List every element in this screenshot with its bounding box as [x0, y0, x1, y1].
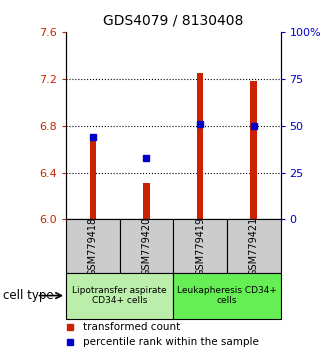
Text: percentile rank within the sample: percentile rank within the sample [83, 337, 259, 348]
Bar [227, 219, 280, 273]
Bar [143, 183, 150, 219]
Bar [66, 219, 120, 273]
Text: GSM779421: GSM779421 [249, 216, 259, 276]
Text: Leukapheresis CD34+
cells: Leukapheresis CD34+ cells [177, 286, 277, 305]
Title: GDS4079 / 8130408: GDS4079 / 8130408 [103, 14, 244, 28]
Bar [173, 273, 280, 319]
Bar [250, 81, 257, 219]
Bar [197, 73, 203, 219]
Text: cell type: cell type [3, 289, 54, 302]
Text: GSM779419: GSM779419 [195, 216, 205, 276]
Text: GSM779418: GSM779418 [88, 216, 98, 276]
Bar [173, 219, 227, 273]
Bar [120, 219, 173, 273]
Bar [90, 134, 96, 219]
Text: GSM779420: GSM779420 [142, 216, 151, 276]
Text: transformed count: transformed count [83, 321, 181, 332]
Bar [66, 273, 173, 319]
Text: Lipotransfer aspirate
CD34+ cells: Lipotransfer aspirate CD34+ cells [72, 286, 167, 305]
